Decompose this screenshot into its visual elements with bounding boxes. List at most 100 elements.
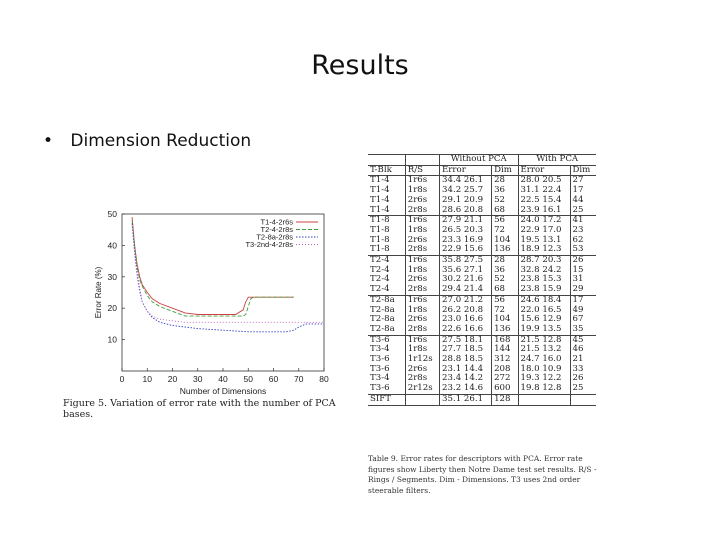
column-header-dim: Dim	[491, 165, 519, 177]
cell-tblk: T3-6	[368, 364, 406, 375]
cell-dim-without: 72	[491, 305, 519, 316]
cell-error-without: 27.9 21.1	[439, 215, 492, 226]
cell-tblk: T3-4	[368, 345, 406, 356]
cell-tblk: T2-8a	[368, 324, 406, 336]
column-header-tblk: T-Blk	[368, 165, 406, 177]
cell-tblk: T2-4	[368, 284, 406, 296]
table-row: T2-8a 1r8s 26.2 20.8 72 22.0 16.5 49	[368, 304, 596, 316]
cell-error-with: 24.6 18.4	[518, 294, 571, 306]
cell-rs: 1r6s	[405, 175, 441, 187]
cell-dim-with: 17	[569, 294, 596, 306]
x-tick-label: 40	[218, 374, 228, 384]
cell-dim-without: 36	[491, 185, 519, 196]
figure-caption: Figure 5. Variation of error rate with t…	[63, 398, 336, 420]
cell-error-without: 27.7 18.5	[442, 344, 484, 355]
cell-error-with: 19.5 13.1	[520, 234, 562, 245]
cell-tblk: T2-8a	[368, 294, 406, 306]
table-row: T2-4 1r6s 35.8 27.5 28 28.7 20.3 26	[368, 255, 596, 266]
cell-error-without: 23.1 14.4	[442, 363, 484, 374]
cell-rs: 1r8s	[405, 225, 441, 236]
cell-tblk: T1-8	[368, 244, 406, 256]
column-header-error: Error	[439, 165, 492, 177]
table-row: T2-8a 2r8s 22.6 16.6 136 19.9 13.5 35	[368, 323, 596, 336]
cell-dim-without: 56	[491, 294, 519, 306]
cell-rs: 2r6s	[405, 275, 441, 286]
cell-dim-with: 23	[569, 225, 596, 236]
cell-tblk: T2-8a	[368, 305, 406, 316]
cell-dim-without: 312	[491, 354, 519, 365]
table-header-cell	[405, 154, 441, 166]
cell-error-with: 21.5 13.2	[520, 344, 562, 355]
table-header-with-pca: With PCA	[518, 154, 596, 166]
cell-error-with: 19.3 12.2	[520, 373, 562, 384]
cell-rs: 2r6s	[405, 364, 441, 375]
table-row: T3-6 1r6s 27.5 18.1 168 21.5 12.8 45	[368, 334, 596, 346]
cell-dim-with: 21	[569, 354, 596, 365]
cell-rs: 1r8s	[405, 345, 441, 356]
cell-dim-without: 136	[491, 324, 519, 336]
legend-label: T1-4-2r6s	[260, 218, 293, 227]
cell-error-with: 32.8 24.2	[520, 264, 562, 275]
table-row: T1-8 2r8s 22.9 15.6 136 18.9 12.3 53	[368, 244, 596, 256]
cell-error-without: 34.4 26.1	[442, 175, 484, 186]
table-caption: Table 9. Error rates for descriptors wit…	[368, 454, 597, 495]
cell-tblk: T2-8a	[368, 315, 406, 325]
cell-rs: 1r8s	[405, 305, 441, 316]
table-row: T2-4 2r8s 29.4 21.4 68 23.8 15.9 29	[368, 284, 596, 296]
cell-error-with: 24.0 17.2	[518, 215, 571, 226]
results-table-wrapper: Without PCA With PCA T-Blk R/S Error Dim…	[368, 154, 596, 406]
x-tick-label: 50	[244, 374, 254, 384]
cell-error-without: 29.4 21.4	[442, 284, 484, 295]
y-tick-label: 20	[108, 303, 118, 313]
cell-error-with: 18.9 12.3	[520, 244, 562, 255]
y-axis-label: Error Rate (%)	[94, 266, 103, 318]
cell-error-with: 21.5 12.8	[518, 334, 571, 346]
cell-error-without: 22.9 15.6	[442, 244, 484, 255]
cell-error-with: 31.1 22.4	[520, 185, 562, 196]
table-row: T1-4 1r8s 34.2 25.7 36 31.1 22.4 17	[368, 185, 596, 196]
table-row: T1-8 1r6s 27.9 21.1 56 24.0 17.2 41	[368, 215, 596, 226]
cell-rs: 1r12s	[405, 354, 441, 365]
cell-tblk: T1-4	[368, 205, 406, 216]
table-row: T1-8 1r8s 26.5 20.3 72 22.9 17.0 23	[368, 224, 596, 236]
cell-error-with: 23.9 16.1	[520, 204, 562, 215]
cell-error-without: 35.1 26.1	[439, 393, 492, 406]
cell-error-without: 26.2 20.8	[442, 304, 484, 315]
cell-dim-without: 36	[491, 265, 519, 276]
table-row: T3-4 2r8s 23.4 14.2 272 19.3 12.2 26	[368, 373, 596, 385]
table-row: T2-8a 1r6s 27.0 21.2 56 24.6 18.4 17	[368, 294, 596, 306]
cell-dim-with: 26	[569, 255, 596, 266]
cell-tblk: T2-4	[368, 255, 406, 266]
cell-rs: 1r6s	[405, 255, 441, 266]
cell-rs: 1r6s	[405, 215, 441, 226]
cell-error-with: 23.8 15.9	[520, 284, 562, 295]
cell-dim-with: 35	[569, 324, 596, 336]
table-row: T3-4 1r8s 27.7 18.5 144 21.5 13.2 46	[368, 344, 596, 356]
cell-dim-without: 168	[491, 334, 519, 346]
cell-dim-without: 208	[491, 364, 519, 375]
series-line-1	[131, 220, 294, 317]
cell-rs: 2r6s	[405, 195, 441, 206]
cell-error-without: 26.5 20.3	[442, 224, 484, 235]
cell-rs: 2r8s	[405, 205, 441, 216]
cell-tblk: T1-8	[368, 235, 406, 246]
cell-dim-without: 104	[491, 235, 519, 246]
cell-error-without: 30.2 21.6	[442, 274, 484, 285]
cell-rs: 1r8s	[405, 265, 441, 276]
cell-dim-without: 104	[491, 315, 519, 325]
cell-error-without: 35.6 27.1	[442, 264, 484, 275]
cell-dim-with: 53	[569, 244, 596, 256]
cell-error-without: 23.3 16.9	[442, 234, 484, 245]
cell-dim-with: 31	[569, 275, 596, 286]
x-tick-label: 80	[319, 374, 329, 384]
results-table: Without PCA With PCA T-Blk R/S Error Dim…	[368, 154, 596, 406]
cell-error-without: 22.6 16.6	[442, 323, 484, 334]
series-line-2	[131, 223, 324, 333]
table-header-cell	[368, 154, 406, 166]
cell-error-with: 22.5 15.4	[520, 194, 562, 205]
table-row: SIFT 35.1 26.1 128	[368, 393, 596, 406]
cell-rs: 1r8s	[405, 185, 441, 196]
bullet-text: Dimension Reduction	[70, 131, 252, 151]
cell-dim-with: 41	[569, 215, 596, 226]
cell-dim-without: 272	[491, 374, 519, 385]
